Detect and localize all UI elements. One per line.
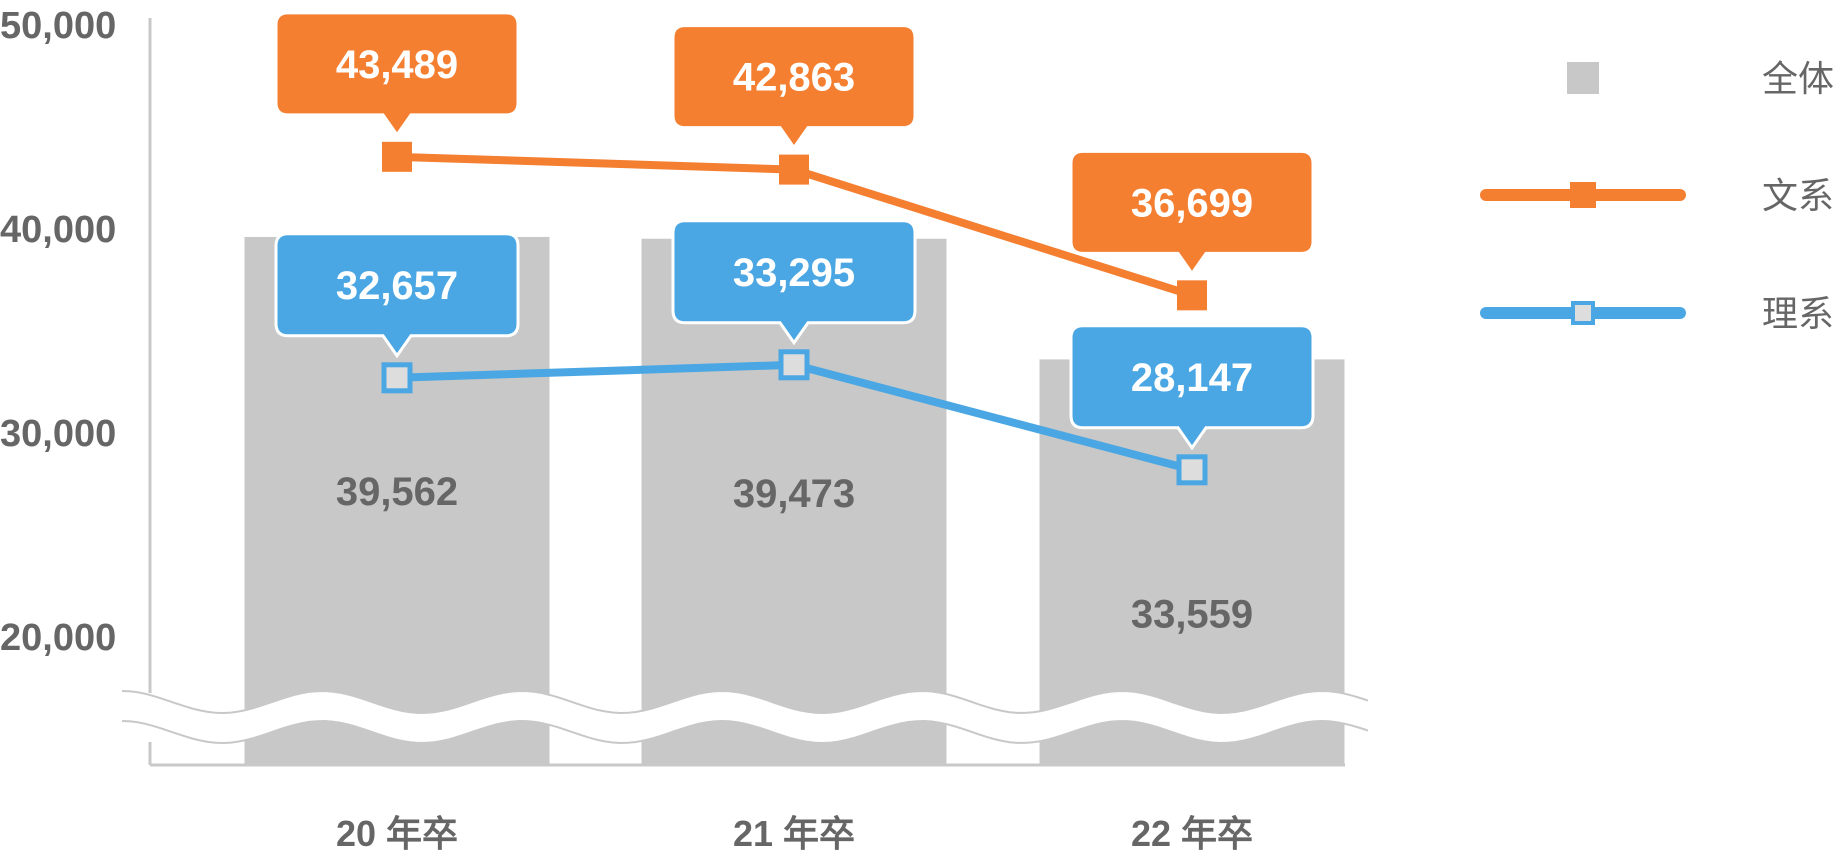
callout-box [1069, 324, 1315, 451]
x-tick-label: 20 年卒 [336, 813, 458, 854]
bar-value-label: 33,559 [1131, 592, 1253, 636]
callout-label: 33,295 [733, 251, 855, 295]
callout-box [671, 24, 917, 151]
y-tick-label: 40,000 [0, 209, 116, 251]
legend-marker [1571, 301, 1595, 325]
series-lines [381, 141, 1208, 486]
callout-label: 43,489 [336, 43, 458, 87]
callout-label: 28,147 [1131, 356, 1253, 400]
legend-label: 全体 [1762, 59, 1834, 100]
series-marker [778, 349, 810, 381]
bar-value-label: 39,473 [733, 472, 855, 516]
callout-box [274, 11, 520, 138]
axis-break [121, 689, 1369, 745]
callout-box [1069, 149, 1315, 276]
axis-break-edge [121, 689, 1369, 715]
callout-box [274, 232, 520, 359]
series-marker [779, 154, 809, 185]
series-marker [382, 141, 412, 172]
series-marker [1177, 280, 1207, 311]
bar-value-labels: 39,562 39,473 33,559 [336, 470, 1253, 636]
y-tick-label: 30,000 [0, 413, 116, 455]
callout-label: 32,657 [336, 264, 458, 308]
callout-label: 42,863 [733, 56, 855, 100]
axis-break-edge [121, 719, 1369, 745]
series-marker [1176, 454, 1208, 486]
x-tick-label: 21 年卒 [733, 813, 855, 854]
series-marker [381, 362, 413, 394]
legend-swatch [1567, 62, 1599, 94]
callout-label: 36,699 [1131, 181, 1253, 225]
x-tick-label: 22 年卒 [1131, 813, 1253, 854]
bar-value-label: 39,562 [336, 470, 458, 514]
axis-break-band [122, 691, 1368, 743]
legend-marker [1570, 182, 1596, 208]
y-tick-label: 50,000 [0, 5, 116, 47]
y-tick-label: 20,000 [0, 617, 116, 659]
callouts: 43,489 42,863 36,699 32,657 33,295 28,147 [274, 11, 1315, 451]
axes [148, 18, 1345, 767]
x-axis-labels: 20 年卒 21 年卒 22 年卒 [336, 813, 1253, 854]
callout-box [671, 219, 917, 346]
legend-label: 文系 [1762, 176, 1834, 217]
legend-label: 理系 [1762, 294, 1834, 335]
y-axis-ticks: 50,000 40,000 30,000 20,000 [0, 5, 116, 659]
